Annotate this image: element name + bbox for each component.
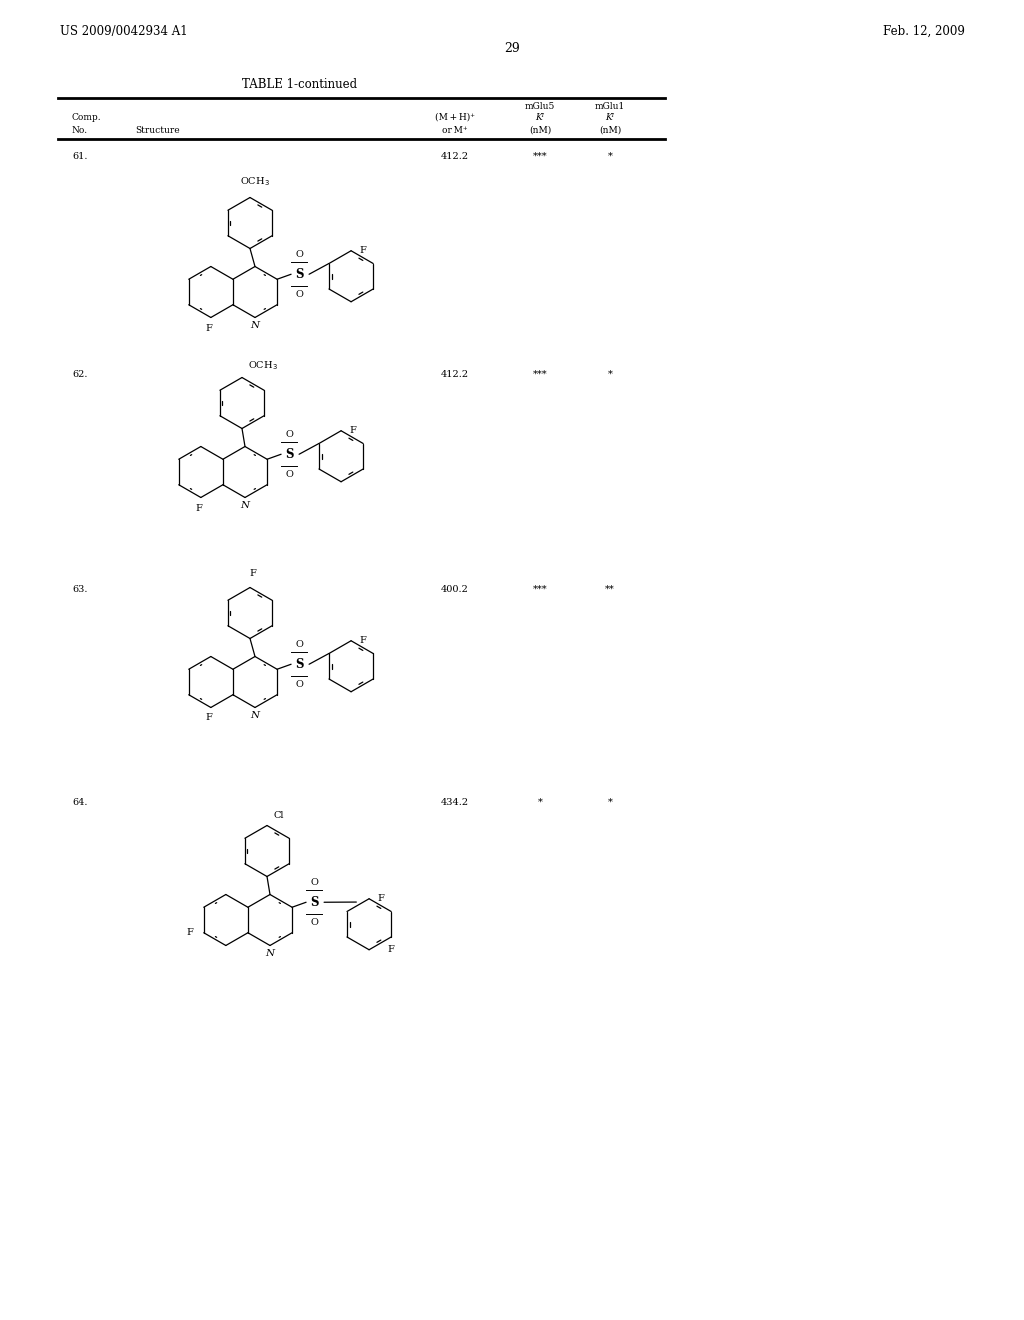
Text: *: * bbox=[538, 799, 543, 807]
Text: Structure: Structure bbox=[135, 125, 179, 135]
Text: US 2009/0042934 A1: US 2009/0042934 A1 bbox=[60, 25, 187, 38]
Text: S: S bbox=[285, 447, 293, 461]
Text: N: N bbox=[251, 710, 259, 719]
Text: S: S bbox=[295, 657, 303, 671]
Text: *: * bbox=[607, 370, 612, 379]
Text: 29: 29 bbox=[504, 42, 520, 55]
Text: ***: *** bbox=[532, 585, 547, 594]
Text: O: O bbox=[285, 430, 293, 438]
Text: **: ** bbox=[605, 585, 614, 594]
Text: OCH$_3$: OCH$_3$ bbox=[240, 176, 270, 189]
Text: 434.2: 434.2 bbox=[441, 799, 469, 807]
Text: N: N bbox=[265, 949, 274, 957]
Text: 412.2: 412.2 bbox=[441, 152, 469, 161]
Text: ***: *** bbox=[532, 370, 547, 379]
Text: TABLE 1-continued: TABLE 1-continued bbox=[243, 78, 357, 91]
Text: OCH$_3$: OCH$_3$ bbox=[248, 359, 278, 372]
Text: Kᴵ: Kᴵ bbox=[536, 114, 545, 121]
Text: (M + H)⁺: (M + H)⁺ bbox=[435, 114, 475, 121]
Text: F: F bbox=[250, 569, 256, 578]
Text: 61.: 61. bbox=[72, 152, 87, 161]
Text: F: F bbox=[359, 247, 366, 255]
Text: O: O bbox=[295, 640, 303, 648]
Text: mGlu1: mGlu1 bbox=[595, 102, 625, 111]
Text: F: F bbox=[196, 503, 203, 512]
Text: 64.: 64. bbox=[72, 799, 87, 807]
Text: O: O bbox=[295, 680, 303, 689]
Text: Cl: Cl bbox=[274, 812, 285, 821]
Text: (nM): (nM) bbox=[599, 125, 622, 135]
Text: F: F bbox=[206, 714, 212, 722]
Text: O: O bbox=[310, 917, 318, 927]
Text: 412.2: 412.2 bbox=[441, 370, 469, 379]
Text: *: * bbox=[607, 799, 612, 807]
Text: O: O bbox=[285, 470, 293, 479]
Text: ***: *** bbox=[532, 152, 547, 161]
Text: O: O bbox=[295, 290, 303, 298]
Text: F: F bbox=[377, 894, 384, 903]
Text: S: S bbox=[295, 268, 303, 281]
Text: F: F bbox=[359, 636, 366, 645]
Text: or M⁺: or M⁺ bbox=[442, 125, 468, 135]
Text: 400.2: 400.2 bbox=[441, 585, 469, 594]
Text: Comp.: Comp. bbox=[72, 114, 101, 121]
Text: F: F bbox=[349, 426, 356, 436]
Text: N: N bbox=[241, 500, 250, 510]
Text: No.: No. bbox=[72, 125, 88, 135]
Text: F: F bbox=[206, 323, 212, 333]
Text: Feb. 12, 2009: Feb. 12, 2009 bbox=[883, 25, 965, 38]
Text: mGlu5: mGlu5 bbox=[525, 102, 555, 111]
Text: (nM): (nM) bbox=[528, 125, 551, 135]
Text: F: F bbox=[388, 945, 394, 954]
Text: O: O bbox=[295, 249, 303, 259]
Text: S: S bbox=[310, 896, 318, 908]
Text: 62.: 62. bbox=[72, 370, 87, 379]
Text: N: N bbox=[251, 321, 259, 330]
Text: O: O bbox=[310, 878, 318, 887]
Text: Kᴵ: Kᴵ bbox=[605, 114, 614, 121]
Text: F: F bbox=[186, 928, 194, 937]
Text: 63.: 63. bbox=[72, 585, 87, 594]
Text: *: * bbox=[607, 152, 612, 161]
